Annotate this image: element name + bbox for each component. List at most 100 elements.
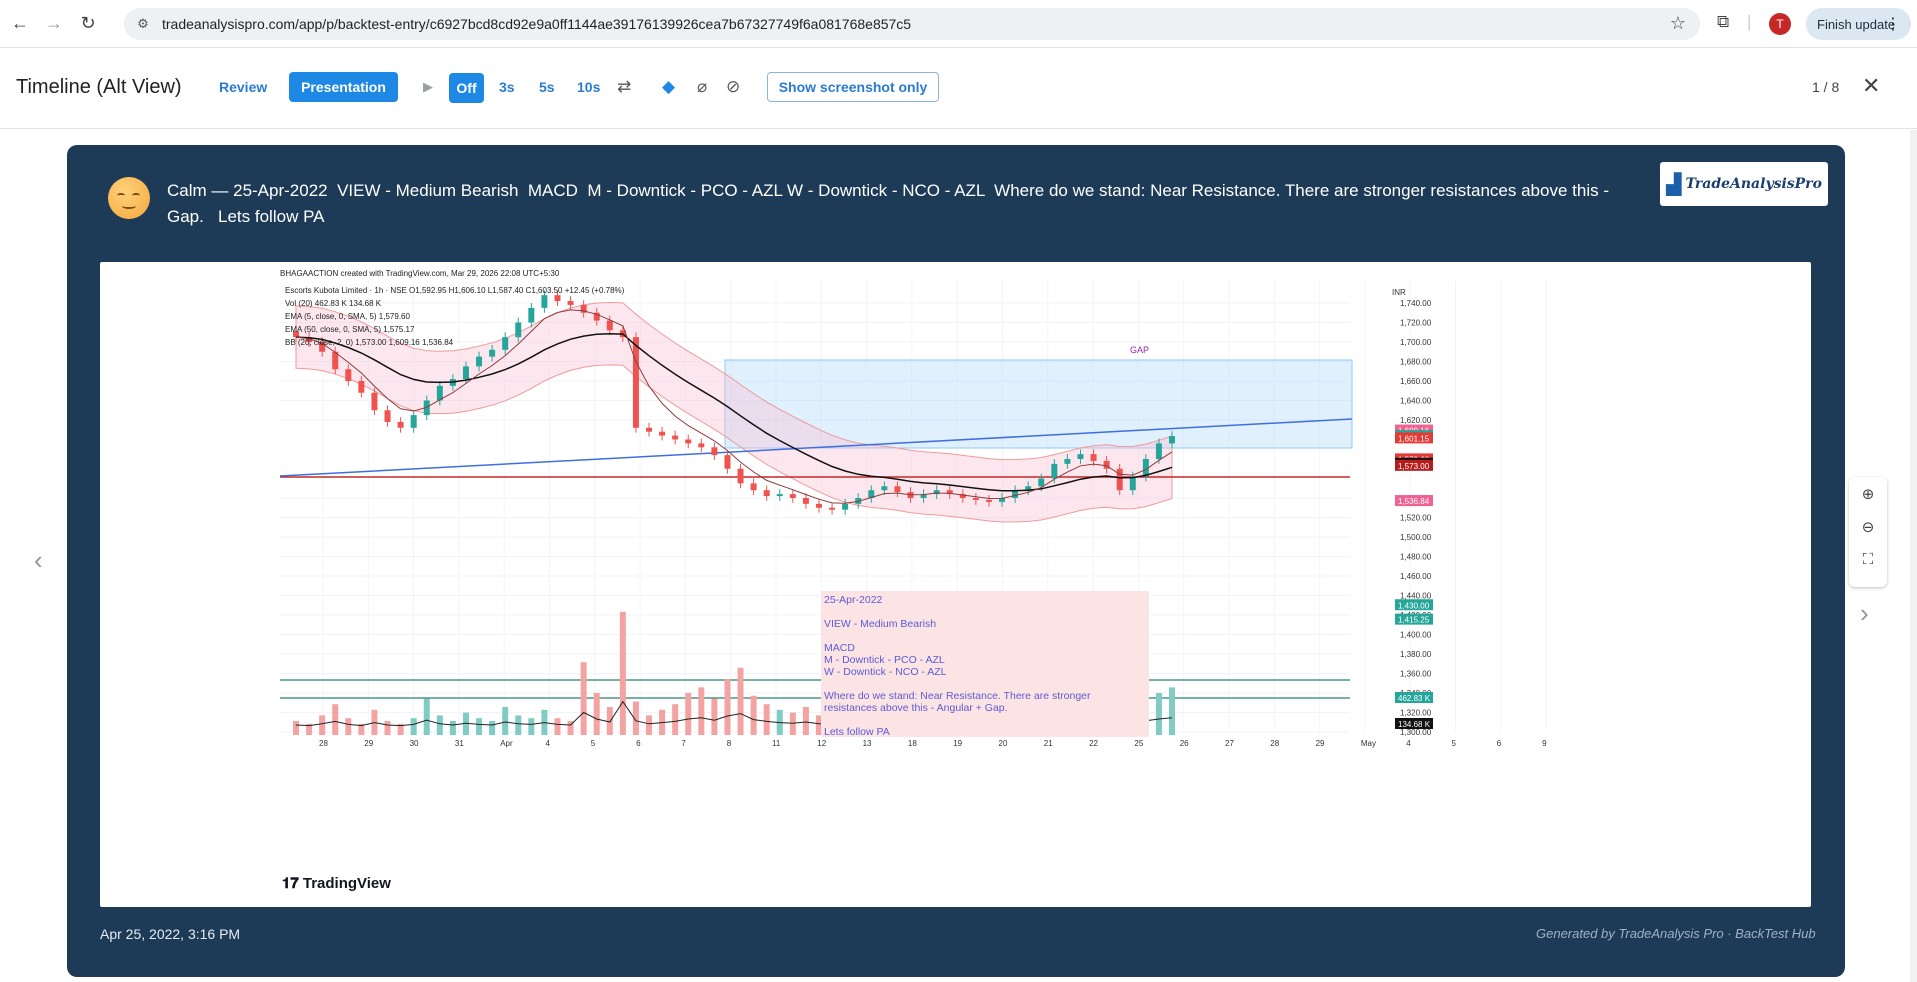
volume-bar <box>1169 687 1175 735</box>
candle-body <box>1155 443 1162 459</box>
bb-legend: BB (20, close, 2, 0) 1,573.00 1,609.16 1… <box>285 338 454 347</box>
currency-label: INR <box>1392 288 1406 297</box>
price-label: 1,430.00 <box>1398 601 1430 610</box>
candle-body <box>868 490 875 498</box>
candle-body <box>410 415 417 428</box>
volume-bar <box>436 715 443 735</box>
x-tick-label: 29 <box>364 739 373 748</box>
y-tick-label: 1,500.00 <box>1400 533 1432 542</box>
bollinger-band <box>295 301 1173 523</box>
candle-body <box>698 443 705 448</box>
y-tick-label: 1,740.00 <box>1400 299 1432 308</box>
zoom-in-icon[interactable]: ⊕ <box>1861 485 1875 503</box>
candle-body <box>1051 463 1058 479</box>
close-icon[interactable]: ✕ <box>1862 73 1881 98</box>
label-tag-icon[interactable]: ◆ <box>662 77 676 96</box>
reload-icon[interactable]: ↻ <box>80 13 96 33</box>
loop-icon[interactable]: ⇄ <box>617 77 632 96</box>
volume-bar <box>619 611 626 735</box>
price-label-bg <box>1395 424 1433 436</box>
annotation-date: 25-Apr-2022 <box>824 594 883 606</box>
annotation-m: M - Downtick - PCO - AZL <box>824 654 945 666</box>
tradingview-logo: 𝟏𝟕 TradingView <box>282 875 391 892</box>
candle-body <box>528 307 535 323</box>
presentation-button[interactable]: Presentation <box>289 72 398 102</box>
bookmark-star-icon[interactable]: ☆ <box>1669 13 1686 33</box>
annotation-box <box>821 591 1149 737</box>
play-icon[interactable]: ▶ <box>423 79 433 94</box>
y-tick-label: 1,360.00 <box>1400 670 1432 679</box>
x-tick-label: 19 <box>953 739 962 748</box>
speed-10s-button[interactable]: 10s <box>577 79 601 95</box>
volume-label-bg <box>1395 692 1433 703</box>
volume-bar <box>358 723 365 735</box>
page-scrollbar[interactable] <box>1910 130 1917 982</box>
candle-body <box>554 295 561 302</box>
candle-body <box>829 507 836 510</box>
candle-body <box>1116 468 1123 491</box>
zoom-controls: ⊕ ⊖ ⛶ <box>1849 477 1887 587</box>
volume-bar <box>815 715 822 735</box>
prev-arrow-icon[interactable]: ‹ <box>34 545 43 575</box>
price-label-bg <box>1395 613 1433 625</box>
ema50-legend: EMA (50, close, 0, SMA, 5) 1,575.17 <box>285 325 415 334</box>
annotation-stand-1: Where do we stand: Near Resistance. Ther… <box>824 690 1091 702</box>
x-tick-label: 18 <box>908 739 917 748</box>
candle-body <box>999 498 1006 502</box>
price-label: 1,536.84 <box>1398 497 1430 506</box>
y-tick-label: 1,480.00 <box>1400 553 1432 562</box>
candle-body <box>750 483 757 491</box>
volume-bar <box>737 667 744 735</box>
candle-body <box>332 351 339 370</box>
profile-avatar[interactable]: T <box>1769 13 1791 35</box>
candle-body <box>894 486 901 493</box>
x-tick-label: 29 <box>1316 739 1325 748</box>
fit-screen-icon[interactable]: ⛶ <box>1862 551 1874 568</box>
finish-update-button[interactable]: Finish update ⋮ <box>1806 8 1911 40</box>
candle-body <box>580 304 587 313</box>
autoplay-off-button[interactable]: Off <box>449 73 484 103</box>
candle-body <box>1025 486 1032 491</box>
volume-bar <box>672 704 679 735</box>
logo-text: TradeAnalysisPro <box>1685 176 1822 192</box>
candle-body <box>293 331 299 338</box>
candle-body <box>802 498 809 504</box>
x-tick-label: 20 <box>999 739 1008 748</box>
volume-bar <box>423 698 430 735</box>
x-tick-label: 25 <box>1134 739 1143 748</box>
y-tick-label: 1,300.00 <box>1400 728 1432 737</box>
site-info-icon[interactable]: ⚙ <box>137 16 149 31</box>
candle-body <box>842 503 849 510</box>
speed-3s-button[interactable]: 3s <box>499 79 515 95</box>
zoom-out-icon[interactable]: ⊖ <box>1861 518 1875 536</box>
more-vert-icon[interactable]: ⋮ <box>1885 16 1901 33</box>
volume-bar <box>646 715 653 735</box>
gap-label: GAP <box>1130 345 1149 355</box>
review-link[interactable]: Review <box>219 79 268 95</box>
next-arrow-icon[interactable]: › <box>1860 598 1869 628</box>
candle-body <box>489 349 496 357</box>
volume-bar <box>698 687 705 735</box>
speed-5s-button[interactable]: 5s <box>539 79 555 95</box>
annotation-follow: Lets follow PA <box>824 726 890 738</box>
hide-eye-icon[interactable]: ⊘ <box>726 77 741 96</box>
entry-headline: Calm — 25-Apr-2022 VIEW - Medium Bearish… <box>167 181 1609 226</box>
volume-label-bg <box>1395 718 1433 729</box>
url-text[interactable]: tradeanalysispro.com/app/p/backtest-entr… <box>162 16 912 32</box>
y-tick-label: 1,640.00 <box>1400 397 1432 406</box>
forward-icon[interactable]: → <box>45 13 63 33</box>
tradingview-text: TradingView <box>302 875 391 892</box>
candle-body <box>763 490 770 497</box>
candle-body <box>776 494 783 497</box>
candle-body <box>672 435 679 440</box>
finish-update-label: Finish update <box>1817 16 1896 32</box>
show-screenshot-only-button[interactable]: Show screenshot only <box>767 72 939 102</box>
address-bar[interactable]: ⚙ tradeanalysispro.com/app/p/backtest-en… <box>124 8 1700 40</box>
candle-body <box>423 400 430 416</box>
volume-bar <box>632 701 639 735</box>
volume-bar <box>462 712 469 735</box>
install-app-icon[interactable]: ⧉ <box>1717 12 1730 31</box>
attachment-icon[interactable]: ⌀ <box>697 77 708 96</box>
back-icon[interactable]: ← <box>11 13 29 33</box>
browser-bar: ← → ↻ ⚙ tradeanalysispro.com/app/p/backt… <box>0 0 1917 48</box>
